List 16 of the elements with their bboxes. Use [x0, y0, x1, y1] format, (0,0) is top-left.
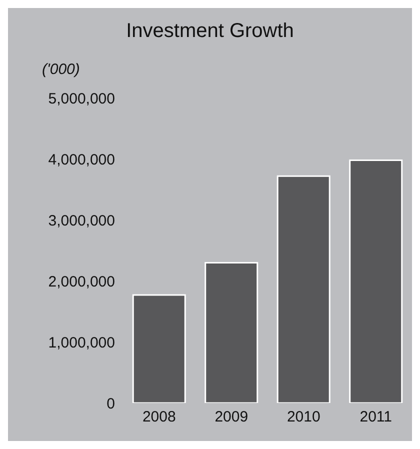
bar [276, 175, 330, 403]
bar [349, 159, 403, 403]
y-tick-label: 5,000,000 [48, 90, 115, 108]
y-tick-label: 0 [106, 395, 115, 412]
y-tick-label: 3,000,000 [48, 212, 115, 230]
x-tick-label: 2008 [142, 408, 176, 426]
y-axis-title: ('000) [42, 61, 80, 78]
x-tick-label: 2009 [214, 408, 248, 426]
y-tick-label: 4,000,000 [48, 151, 115, 168]
chart-title: Investment Growth [125, 20, 295, 43]
x-tick-label: 2011 [360, 408, 392, 426]
y-tick-label: 2,000,000 [48, 273, 115, 290]
x-tick-label: 2010 [286, 408, 320, 426]
bar [204, 262, 258, 403]
bar [132, 294, 186, 403]
y-tick-label: 1,000,000 [48, 334, 115, 352]
